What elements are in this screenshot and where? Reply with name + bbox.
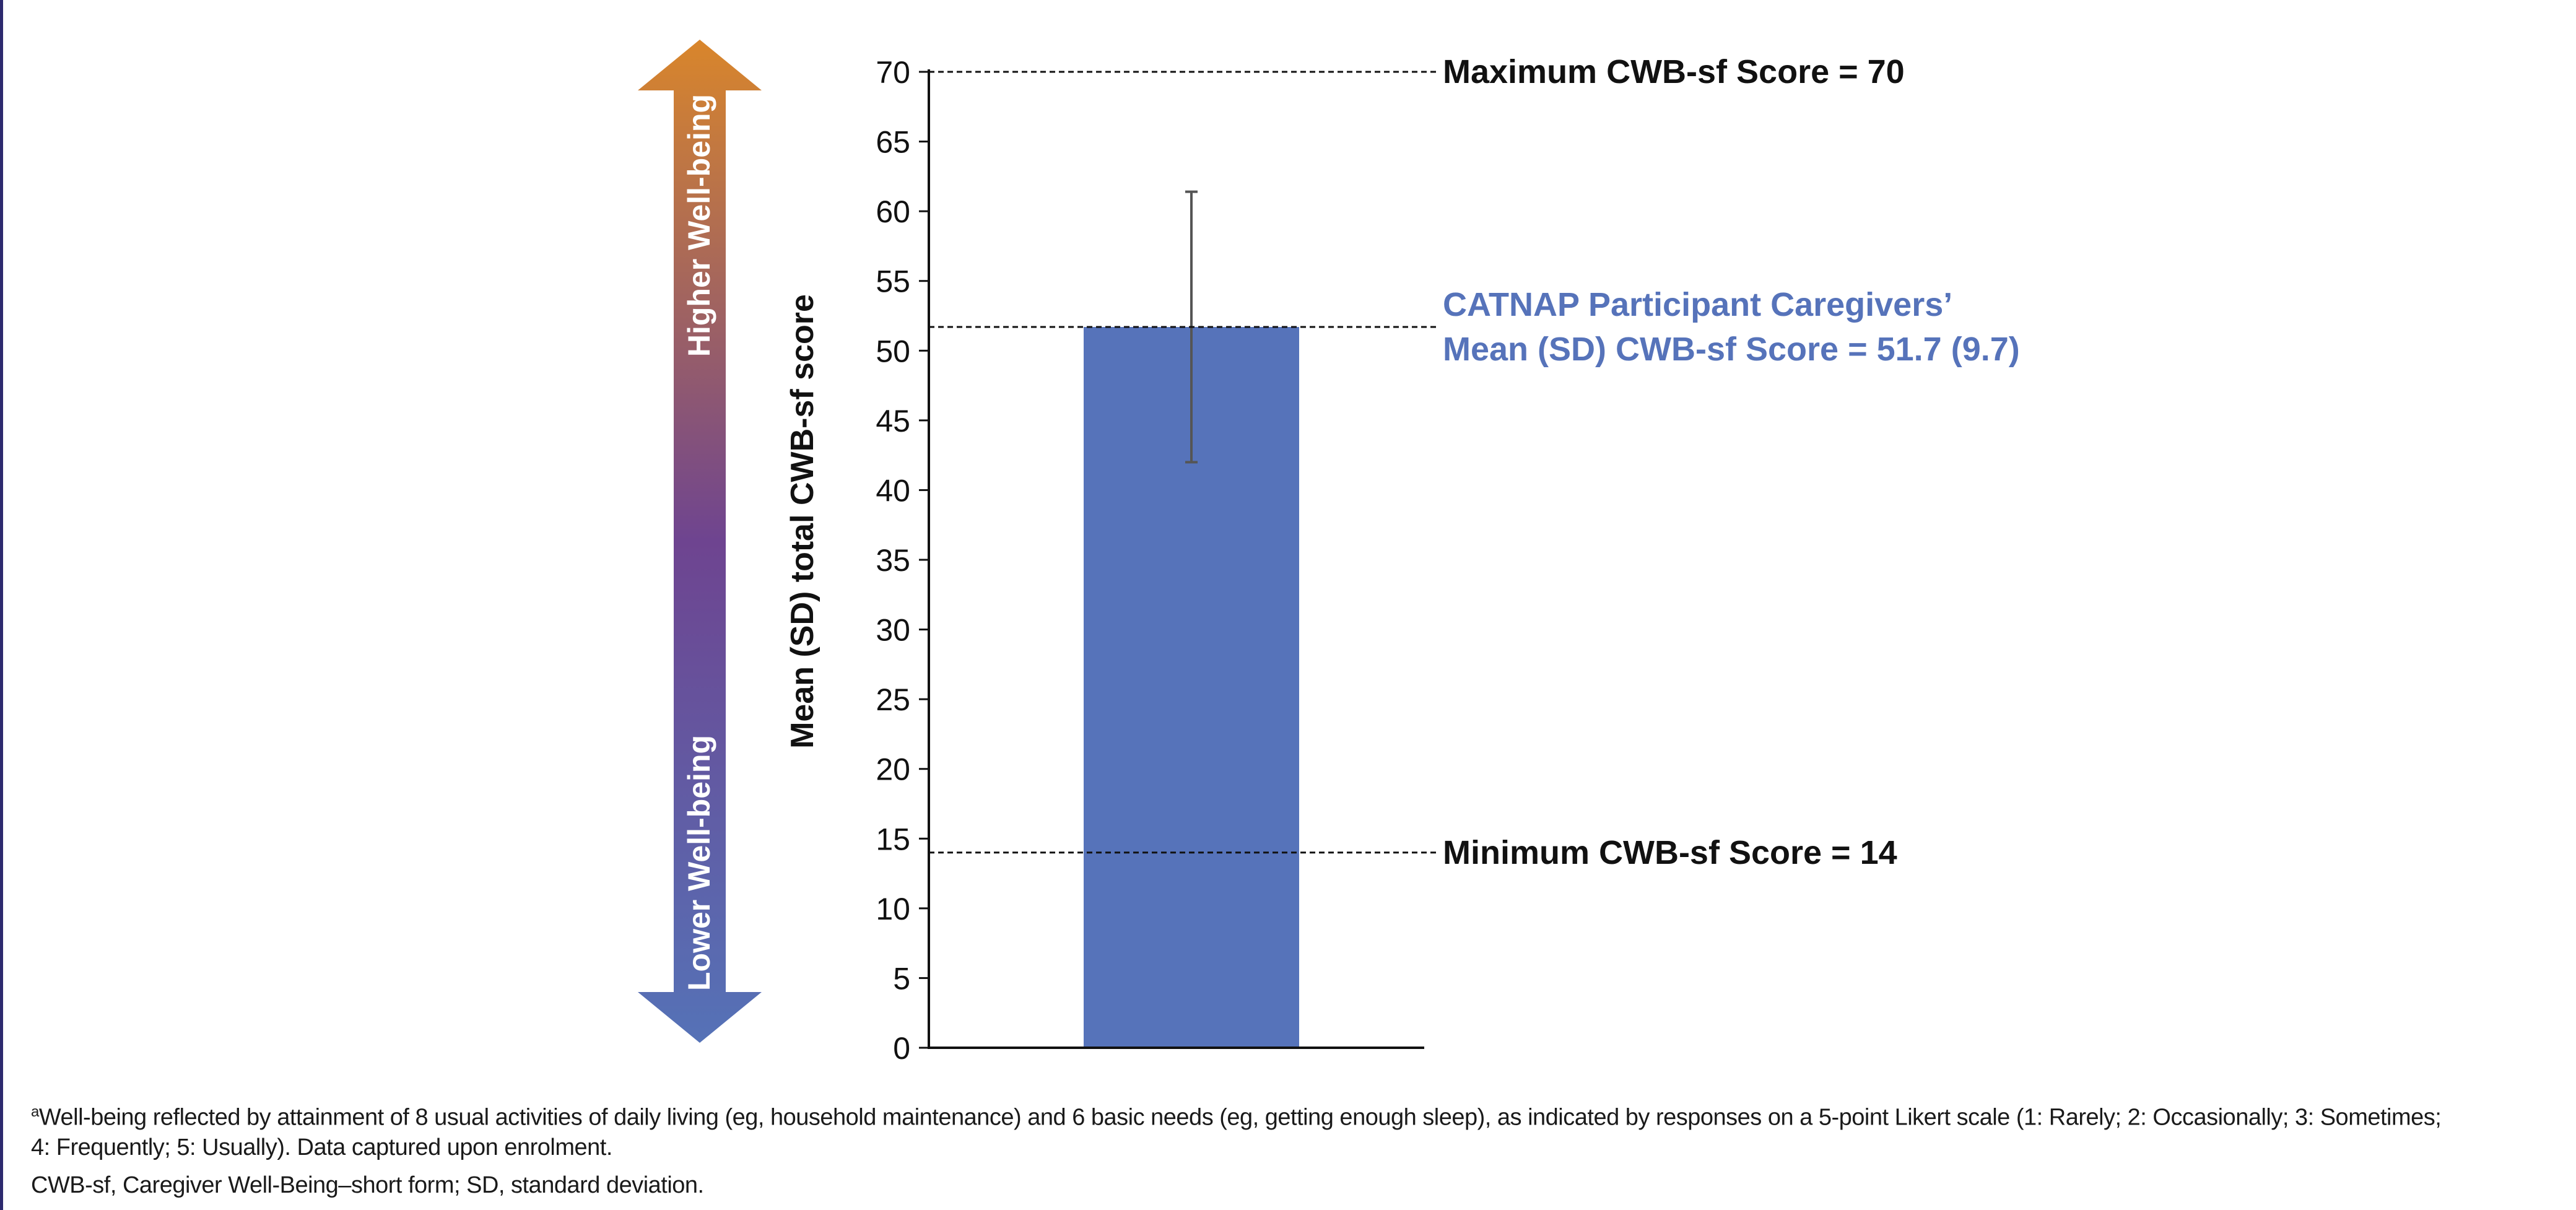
wellbeing-arrow-shape <box>638 40 762 1043</box>
y-tick-label: 65 <box>876 125 910 160</box>
y-tick-label: 70 <box>876 55 910 90</box>
y-tick-label: 10 <box>876 892 910 926</box>
y-tick-label: 25 <box>876 682 910 717</box>
axes <box>928 69 1424 1049</box>
y-tick-label: 0 <box>893 1031 910 1066</box>
footnote-3: CWB-sf, Caregiver Well-Being–short form;… <box>31 1172 704 1198</box>
lower-wellbeing-label: Lower Well-being <box>682 735 716 991</box>
y-tick-label: 45 <box>876 404 910 438</box>
reference-line-label: Mean (SD) CWB-sf Score = 51.7 (9.7) <box>1443 331 2020 368</box>
reference-line-label: Maximum CWB-sf Score = 70 <box>1443 53 1905 90</box>
y-tick-label: 60 <box>876 194 910 229</box>
footnote-superscript: a <box>31 1103 39 1120</box>
reference-line-label: Minimum CWB-sf Score = 14 <box>1443 834 1897 871</box>
page-border <box>0 0 3 1210</box>
footnote-1: aWell-being reflected by attainment of 8… <box>31 1103 2442 1131</box>
y-tick-label: 50 <box>876 334 910 368</box>
y-tick-label: 30 <box>876 613 910 648</box>
y-tick-label: 35 <box>876 543 910 578</box>
y-tick-label: 20 <box>876 752 910 787</box>
y-tick-label: 5 <box>893 961 910 996</box>
bars <box>1084 190 1299 1048</box>
higher-wellbeing-label: Higher Well-being <box>682 94 716 357</box>
footnote-1-text: Well-being reflected by attainment of 8 … <box>38 1104 2442 1131</box>
footnote-2: 4: Frequently; 5: Usually). Data capture… <box>31 1134 612 1160</box>
y-axis-label: Mean (SD) total CWB-sf score <box>785 294 820 749</box>
wellbeing-arrow: Higher Well-being Lower Well-being <box>638 40 762 1043</box>
reference-lines: Maximum CWB-sf Score = 70 CATNAP Particip… <box>929 53 2020 871</box>
y-tick-label: 40 <box>876 473 910 508</box>
y-tick-label: 55 <box>876 264 910 299</box>
y-tick-label: 15 <box>876 822 910 856</box>
y-axis-ticks: 0 5 10 15 20 25 30 35 40 45 50 55 60 65 70 <box>876 55 929 1066</box>
reference-line-label: CATNAP Participant Caregivers’ <box>1443 286 1952 323</box>
